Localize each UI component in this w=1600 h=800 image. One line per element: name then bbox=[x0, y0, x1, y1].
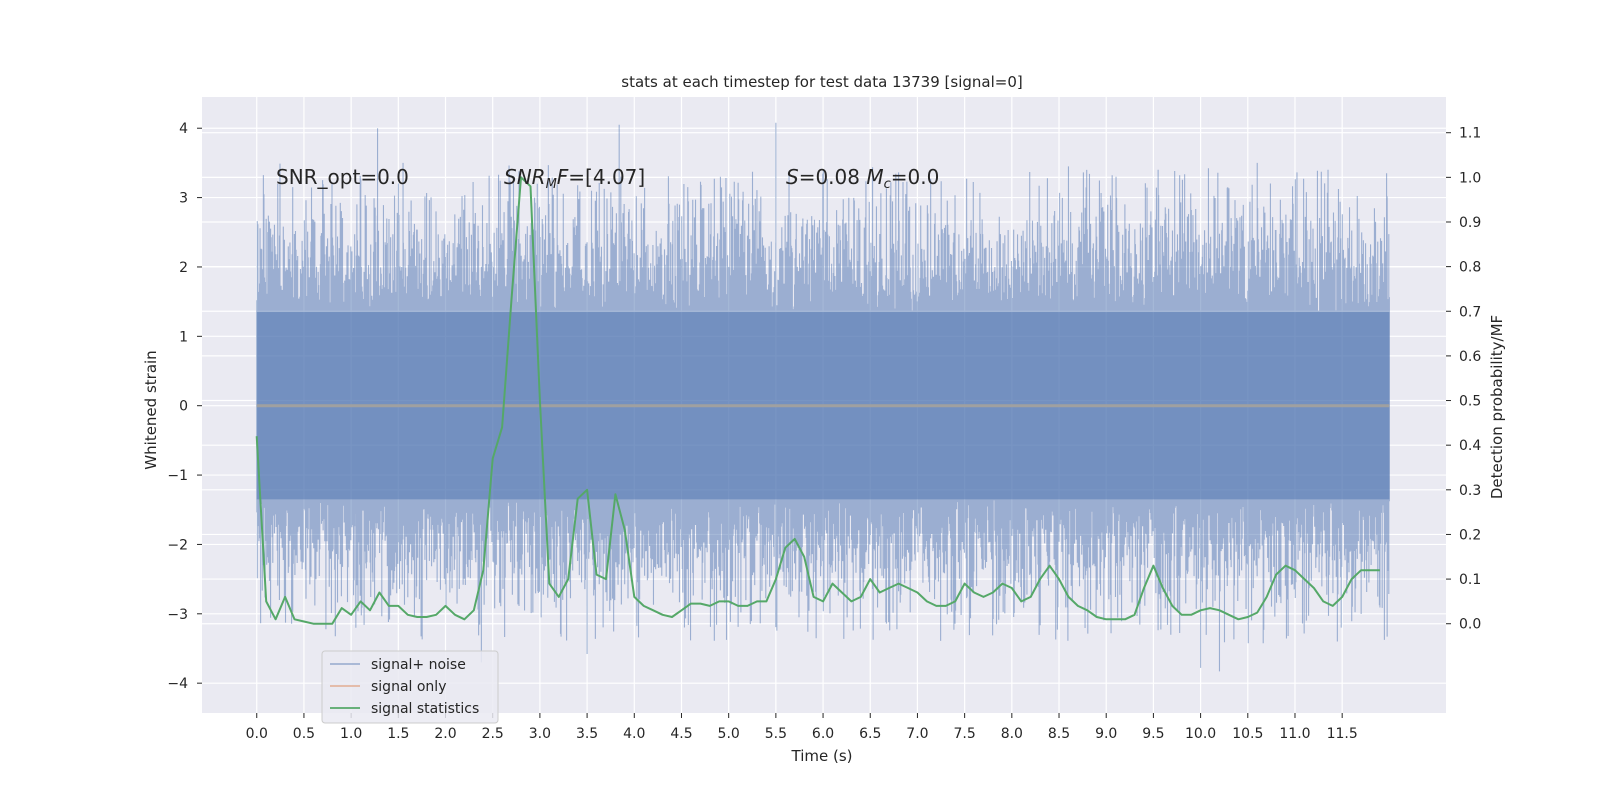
x-tick-label: 6.5 bbox=[859, 726, 881, 742]
right-tick-label: 1.1 bbox=[1459, 126, 1481, 142]
y-tick-label: −3 bbox=[167, 607, 188, 623]
x-tick-label: 0.0 bbox=[246, 726, 268, 742]
right-axis-label: Detection probability/MF bbox=[1488, 315, 1506, 499]
x-tick-label: 3.0 bbox=[529, 726, 551, 742]
signal-statistics-line bbox=[255, 176, 1380, 625]
x-tick-label: 0.5 bbox=[293, 726, 315, 742]
right-tick-label: 0.5 bbox=[1459, 394, 1481, 410]
legend-label-signal-noise: signal+ noise bbox=[371, 657, 466, 673]
right-tick-label: 0.0 bbox=[1459, 617, 1481, 633]
legend: signal+ noise signal only signal statist… bbox=[321, 650, 499, 724]
annotation-snr-mf: SNRMF=[4.07] bbox=[504, 165, 645, 192]
y-tick-label: 3 bbox=[179, 191, 188, 207]
annotations: SNR_opt=0.0 SNRMF=[4.07] S=0.08 Mc=0.0 bbox=[276, 165, 939, 192]
y-tick-label: 0 bbox=[179, 399, 188, 415]
right-tick-label: 0.6 bbox=[1459, 349, 1481, 365]
right-tick-label: 0.1 bbox=[1459, 572, 1481, 588]
right-tick-label: 0.9 bbox=[1459, 215, 1481, 231]
x-tick-label: 4.5 bbox=[670, 726, 692, 742]
x-tick-label: 5.0 bbox=[718, 726, 740, 742]
right-tick-label: 0.8 bbox=[1459, 260, 1481, 276]
y-tick-label: 1 bbox=[179, 329, 188, 345]
right-tick-label: 1.0 bbox=[1459, 170, 1481, 186]
x-tick-label: 3.5 bbox=[576, 726, 598, 742]
x-tick-label: 7.5 bbox=[954, 726, 976, 742]
right-axis-ticks: 0.0 0.1 0.2 0.3 0.4 0.5 0.6 0.7 0.8 0.9 1.0 1.1 bbox=[1446, 126, 1481, 633]
y-tick-label: −2 bbox=[167, 537, 188, 553]
right-tick-label: 0.2 bbox=[1459, 527, 1481, 543]
annotation-s-mc: S=0.08 Mc=0.0 bbox=[786, 165, 939, 192]
x-axis-label: Time (s) bbox=[791, 747, 853, 765]
legend-box bbox=[321, 650, 499, 724]
x-tick-label: 11.0 bbox=[1279, 726, 1310, 742]
x-tick-label: 6.0 bbox=[812, 726, 834, 742]
x-tick-label: 2.5 bbox=[482, 726, 504, 742]
x-tick-label: 8.0 bbox=[1001, 726, 1023, 742]
x-tick-label: 5.5 bbox=[765, 726, 787, 742]
right-tick-label: 0.4 bbox=[1459, 438, 1481, 454]
chart-title: stats at each timestep for test data 137… bbox=[621, 73, 1022, 91]
legend-label-signal-only: signal only bbox=[371, 679, 446, 695]
x-tick-label: 2.0 bbox=[434, 726, 456, 742]
noise-trace bbox=[256, 122, 1390, 672]
x-axis-ticks: 0.0 0.5 1.0 1.5 2.0 2.5 3.0 3.5 4.0 4.5 5.0 5.5 6.0 6… bbox=[246, 713, 1358, 742]
x-tick-label: 10.5 bbox=[1232, 726, 1263, 742]
x-tick-label: 11.5 bbox=[1327, 726, 1358, 742]
y-tick-label: 2 bbox=[179, 260, 188, 276]
annotation-snr-opt: SNR_opt=0.0 bbox=[276, 165, 409, 189]
x-tick-label: 4.0 bbox=[623, 726, 645, 742]
y-tick-label: −1 bbox=[167, 468, 188, 484]
right-tick-label: 0.3 bbox=[1459, 483, 1481, 499]
x-tick-label: 9.0 bbox=[1095, 726, 1117, 742]
right-tick-label: 0.7 bbox=[1459, 304, 1481, 320]
y-tick-label: −4 bbox=[167, 676, 188, 692]
x-tick-label: 1.5 bbox=[387, 726, 409, 742]
x-tick-label: 7.0 bbox=[906, 726, 928, 742]
y-tick-label: 4 bbox=[179, 121, 188, 137]
legend-label-signal-statistics: signal statistics bbox=[371, 701, 479, 717]
y-axis-ticks: −4 −3 −2 −1 0 1 2 3 4 bbox=[167, 121, 202, 692]
y-axis-label: Whitened strain bbox=[142, 350, 160, 469]
x-tick-label: 10.0 bbox=[1185, 726, 1216, 742]
signal-statistics-series bbox=[255, 176, 1380, 625]
x-tick-label: 8.5 bbox=[1048, 726, 1070, 742]
x-tick-label: 9.5 bbox=[1142, 726, 1164, 742]
x-tick-label: 1.0 bbox=[340, 726, 362, 742]
